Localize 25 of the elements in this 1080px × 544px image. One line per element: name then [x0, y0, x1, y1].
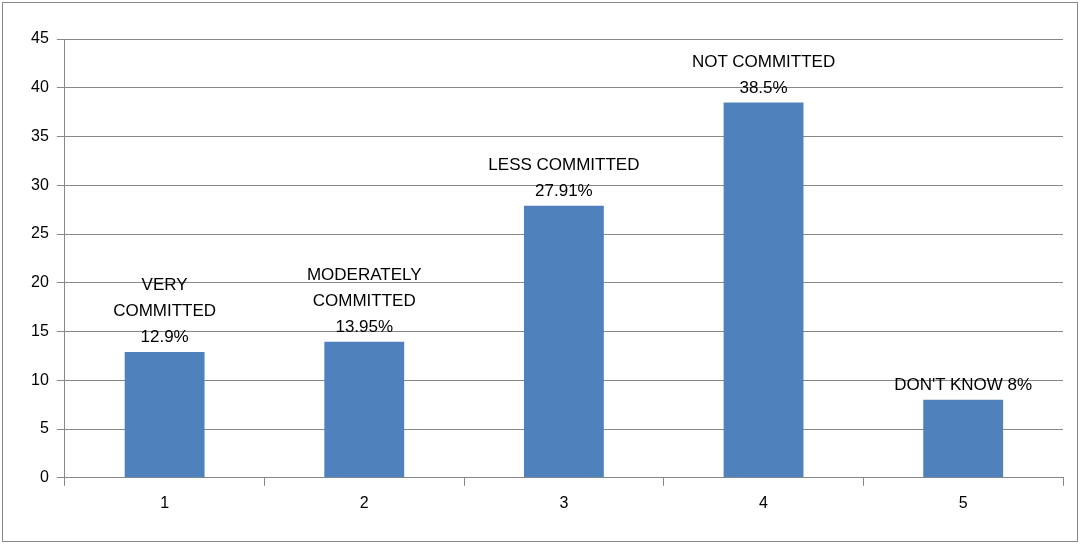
y-tick-label: 5: [39, 419, 49, 437]
data-label: NOT COMMITTED 38.5%: [691, 51, 836, 97]
bar: [923, 399, 1004, 478]
x-tick-label: 3: [559, 493, 569, 511]
y-tick-label: 10: [31, 370, 49, 388]
data-label: MODERATELY COMMITTED 13.95%: [306, 264, 422, 336]
x-tick-label: 1: [160, 493, 170, 511]
bar: [723, 102, 804, 478]
y-tick-label: 20: [31, 273, 49, 291]
bar: [523, 205, 604, 478]
x-tick-label: 4: [759, 493, 769, 511]
bar: [324, 341, 405, 478]
x-tick-label: 5: [958, 493, 968, 511]
bar: [124, 352, 205, 478]
data-label: DON'T KNOW 8%: [894, 374, 1033, 394]
data-label: VERY COMMITTED 12.9%: [113, 275, 217, 347]
x-tick-label: 2: [359, 493, 369, 511]
y-tick-label: 40: [31, 78, 49, 96]
y-tick-label: 15: [31, 321, 49, 339]
y-tick-label: 30: [31, 175, 49, 193]
data-label: LESS COMMITTED 27.91%: [488, 154, 640, 200]
y-tick-label: 25: [31, 224, 49, 242]
y-tick-label: 35: [31, 126, 49, 144]
y-tick-label: 45: [31, 29, 49, 47]
y-tick-label: 0: [39, 468, 49, 486]
